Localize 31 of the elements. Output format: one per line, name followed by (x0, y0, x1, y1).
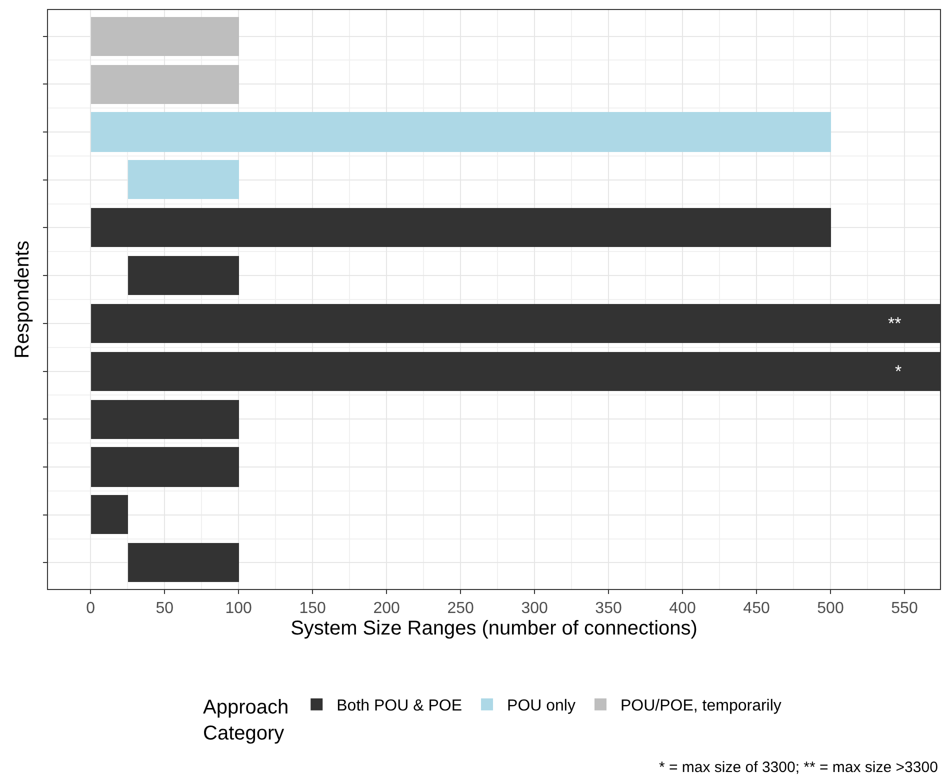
bar (91, 495, 128, 534)
bar (128, 256, 239, 295)
legend-label: Both POU & POE (336, 698, 462, 715)
legend-label: POU only (507, 698, 576, 715)
text: * = max size of 3300; ** = max size >3300 (659, 759, 938, 776)
bar (91, 400, 239, 439)
bar (91, 208, 831, 247)
x-tick-label: 0 (86, 600, 96, 618)
x-tick-label: 350 (595, 600, 622, 618)
x-tick-label: 550 (891, 600, 918, 618)
x-axis-title: System Size Ranges (number of connections) (290, 618, 698, 640)
bar (91, 17, 239, 56)
x-tick-label: 100 (225, 600, 252, 618)
bar (128, 543, 239, 582)
legend-label: POU/POE, temporarily (620, 698, 782, 715)
bar (91, 65, 239, 104)
x-tick-label: 400 (669, 600, 696, 618)
bar (128, 160, 239, 199)
x-tick-label: 300 (521, 600, 548, 618)
x-tick-label: 200 (373, 600, 400, 618)
y-axis-title: Respondents (12, 240, 34, 358)
x-tick-label: 50 (156, 600, 174, 618)
data-label: * (895, 362, 902, 381)
x-tick-label: 500 (817, 600, 844, 618)
x-tick-label: 150 (299, 600, 326, 618)
data-label: ** (888, 314, 902, 333)
bar (91, 112, 831, 152)
x-tick-label: 450 (743, 600, 770, 618)
bar (91, 447, 239, 487)
legend-title: Approach Category (203, 696, 289, 744)
x-tick-label: 250 (447, 600, 474, 618)
